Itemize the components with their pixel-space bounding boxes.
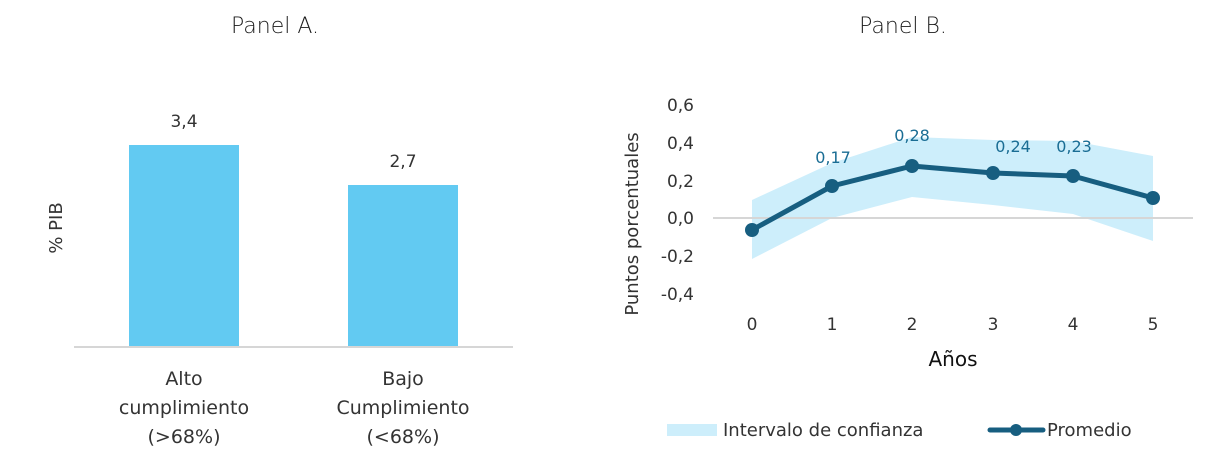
data-point	[825, 179, 839, 193]
y-tick: 0,0	[667, 209, 694, 229]
category-label: cumplimiento	[119, 397, 249, 419]
x-tick: 2	[907, 315, 918, 335]
y-tick: 0,6	[667, 96, 694, 116]
panel-a-title: Panel A.	[231, 14, 319, 39]
legend-marker-icon	[1010, 424, 1022, 436]
bar-value-label: 3,4	[170, 112, 197, 132]
y-tick: -0,4	[661, 285, 694, 305]
category-label: Alto	[165, 368, 202, 390]
x-tick: 5	[1148, 315, 1159, 335]
x-tick: 0	[747, 315, 758, 335]
y-tick: -0,2	[661, 247, 694, 267]
bar-bajo-cumplimiento	[348, 185, 458, 346]
panel-b-title: Panel B.	[859, 14, 947, 39]
data-point	[986, 166, 1000, 180]
legend-band-label: Intervalo de confianza	[723, 420, 923, 441]
category-label: (>68%)	[148, 426, 221, 448]
legend-line-label: Promedio	[1047, 420, 1132, 441]
legend-band-swatch-icon	[667, 424, 717, 436]
x-axis-title: Años	[928, 347, 977, 371]
legend: Intervalo de confianza Promedio	[667, 420, 1132, 441]
data-point	[1066, 169, 1080, 183]
y-tick: 0,4	[667, 134, 694, 154]
data-label: 0,28	[894, 126, 930, 145]
panel-a: Panel A. % PIB 3,4 2,7 Alto cumplimiento…	[46, 14, 513, 448]
x-tick: 4	[1068, 315, 1079, 335]
panel-b-y-axis-label: Puntos porcentuales	[622, 132, 643, 315]
data-point	[745, 223, 759, 237]
x-tick: 3	[988, 315, 999, 335]
category-label: Cumplimiento	[336, 397, 469, 419]
bar-value-label: 2,7	[389, 152, 416, 172]
category-label: (<68%)	[367, 426, 440, 448]
promedio-line	[750, 163, 1154, 233]
category-label: Bajo	[382, 368, 424, 390]
x-tick: 1	[827, 315, 838, 335]
data-point	[905, 159, 919, 173]
bar-alto-cumplimiento	[129, 145, 239, 346]
data-label: 0,24	[995, 137, 1031, 156]
panel-b: Panel B. Puntos porcentuales 0,6 0,4 0,2…	[622, 14, 1193, 441]
data-label: 0,23	[1056, 137, 1092, 156]
confidence-interval-band	[752, 137, 1153, 259]
y-tick: 0,2	[667, 172, 694, 192]
data-label: 0,17	[815, 148, 851, 167]
data-point	[1146, 191, 1160, 205]
panel-a-y-axis-label: % PIB	[46, 202, 67, 253]
